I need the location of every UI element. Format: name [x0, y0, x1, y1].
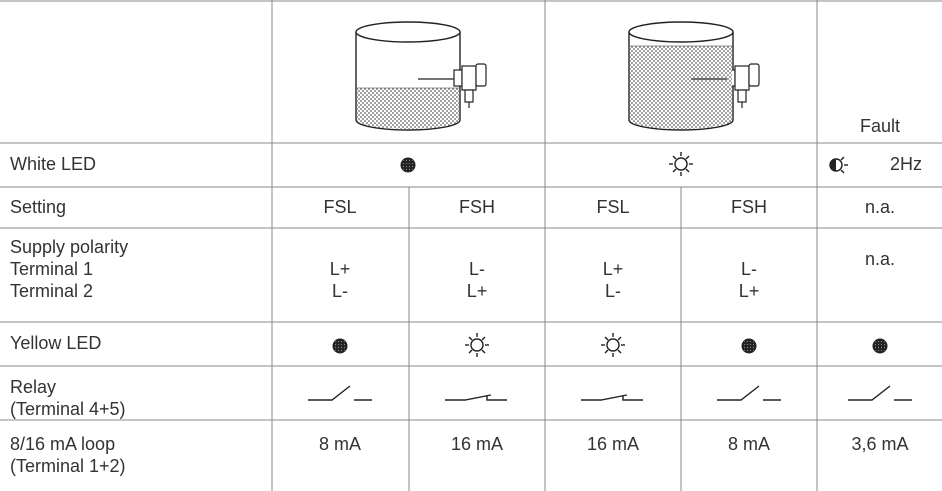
fault-header: Fault: [860, 116, 900, 136]
row-label: Relay: [10, 377, 56, 397]
row-label: (Terminal 4+5): [10, 399, 126, 419]
relay-open: [847, 385, 913, 401]
cell: n.a.: [865, 249, 895, 269]
relay-closed: [580, 394, 644, 401]
cell: 3,6 mA: [851, 434, 908, 454]
cell: L+: [467, 281, 488, 301]
led-off: [872, 338, 888, 354]
tank-full: [628, 21, 760, 131]
row-label: Terminal 2: [10, 281, 93, 301]
led-on: [600, 332, 626, 358]
row-label: Supply polarity: [10, 237, 128, 257]
cell: 8 mA: [728, 434, 770, 454]
cell: L+: [603, 259, 624, 279]
led-on: [464, 332, 490, 358]
cell: FSH: [459, 197, 495, 217]
cell: FSL: [323, 197, 356, 217]
cell: 16 mA: [451, 434, 503, 454]
led-off: [400, 157, 416, 173]
tank-low: [355, 21, 487, 131]
row-label: White LED: [10, 154, 96, 174]
cell: FSL: [596, 197, 629, 217]
cell: FSH: [731, 197, 767, 217]
relay-open: [307, 385, 373, 401]
cell: 8 mA: [319, 434, 361, 454]
row-label: Yellow LED: [10, 333, 101, 353]
led-off: [332, 338, 348, 354]
cell: n.a.: [865, 197, 895, 217]
led-blink: [829, 156, 848, 174]
cell: L+: [739, 281, 760, 301]
relay-open: [716, 385, 782, 401]
cell: L-: [469, 259, 485, 279]
row-label: (Terminal 1+2): [10, 456, 126, 476]
led-on: [668, 151, 694, 177]
blink-frequency: 2Hz: [890, 154, 922, 174]
row-label: Setting: [10, 197, 66, 217]
row-label: 8/16 mA loop: [10, 434, 115, 454]
cell: L+: [330, 259, 351, 279]
cell: L-: [605, 281, 621, 301]
cell: L-: [741, 259, 757, 279]
cell: 16 mA: [587, 434, 639, 454]
relay-closed: [444, 394, 508, 401]
led-off: [741, 338, 757, 354]
cell: L-: [332, 281, 348, 301]
row-label: Terminal 1: [10, 259, 93, 279]
